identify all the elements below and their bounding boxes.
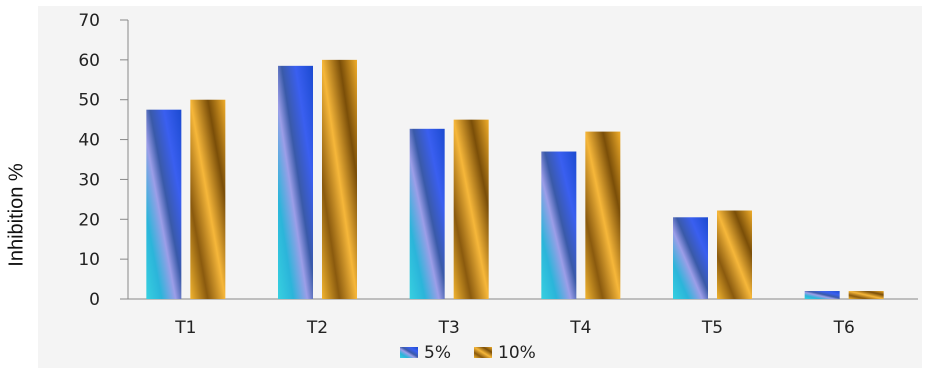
x-tick-label: T3 — [438, 318, 460, 338]
bar-T4-10% — [585, 131, 621, 299]
bar-T2-5% — [278, 65, 313, 299]
y-tick-label: 40 — [78, 131, 100, 151]
x-tick-label: T6 — [833, 318, 855, 338]
x-tick-label: T5 — [701, 318, 723, 338]
bar-T5-5% — [673, 217, 708, 299]
x-tick-label: T4 — [569, 318, 591, 338]
bar-T1-10% — [190, 99, 226, 299]
y-tick-label: 10 — [78, 250, 100, 270]
bar-T5-10% — [717, 210, 752, 299]
y-tick-label: 50 — [78, 91, 100, 111]
y-tick-label: 0 — [89, 290, 100, 310]
bar-T3-10% — [453, 119, 489, 300]
bar-T4-5% — [541, 151, 577, 299]
legend-swatch-5% — [400, 347, 418, 358]
y-tick-label: 20 — [78, 210, 100, 230]
bar-T6-10% — [848, 291, 884, 299]
x-tick-label: T1 — [174, 318, 196, 338]
y-tick-label: 70 — [78, 11, 100, 31]
x-tick-label: T2 — [306, 318, 328, 338]
legend-label: 10% — [498, 343, 536, 363]
bar-T2-10% — [322, 59, 357, 299]
bar-T1-5% — [146, 109, 182, 299]
bar-T3-5% — [409, 128, 445, 299]
legend-label: 5% — [424, 343, 451, 363]
legend-swatch-10% — [474, 347, 492, 358]
y-tick-label: 30 — [78, 170, 100, 190]
y-tick-label: 60 — [78, 51, 100, 71]
bar-T6-5% — [804, 291, 840, 299]
